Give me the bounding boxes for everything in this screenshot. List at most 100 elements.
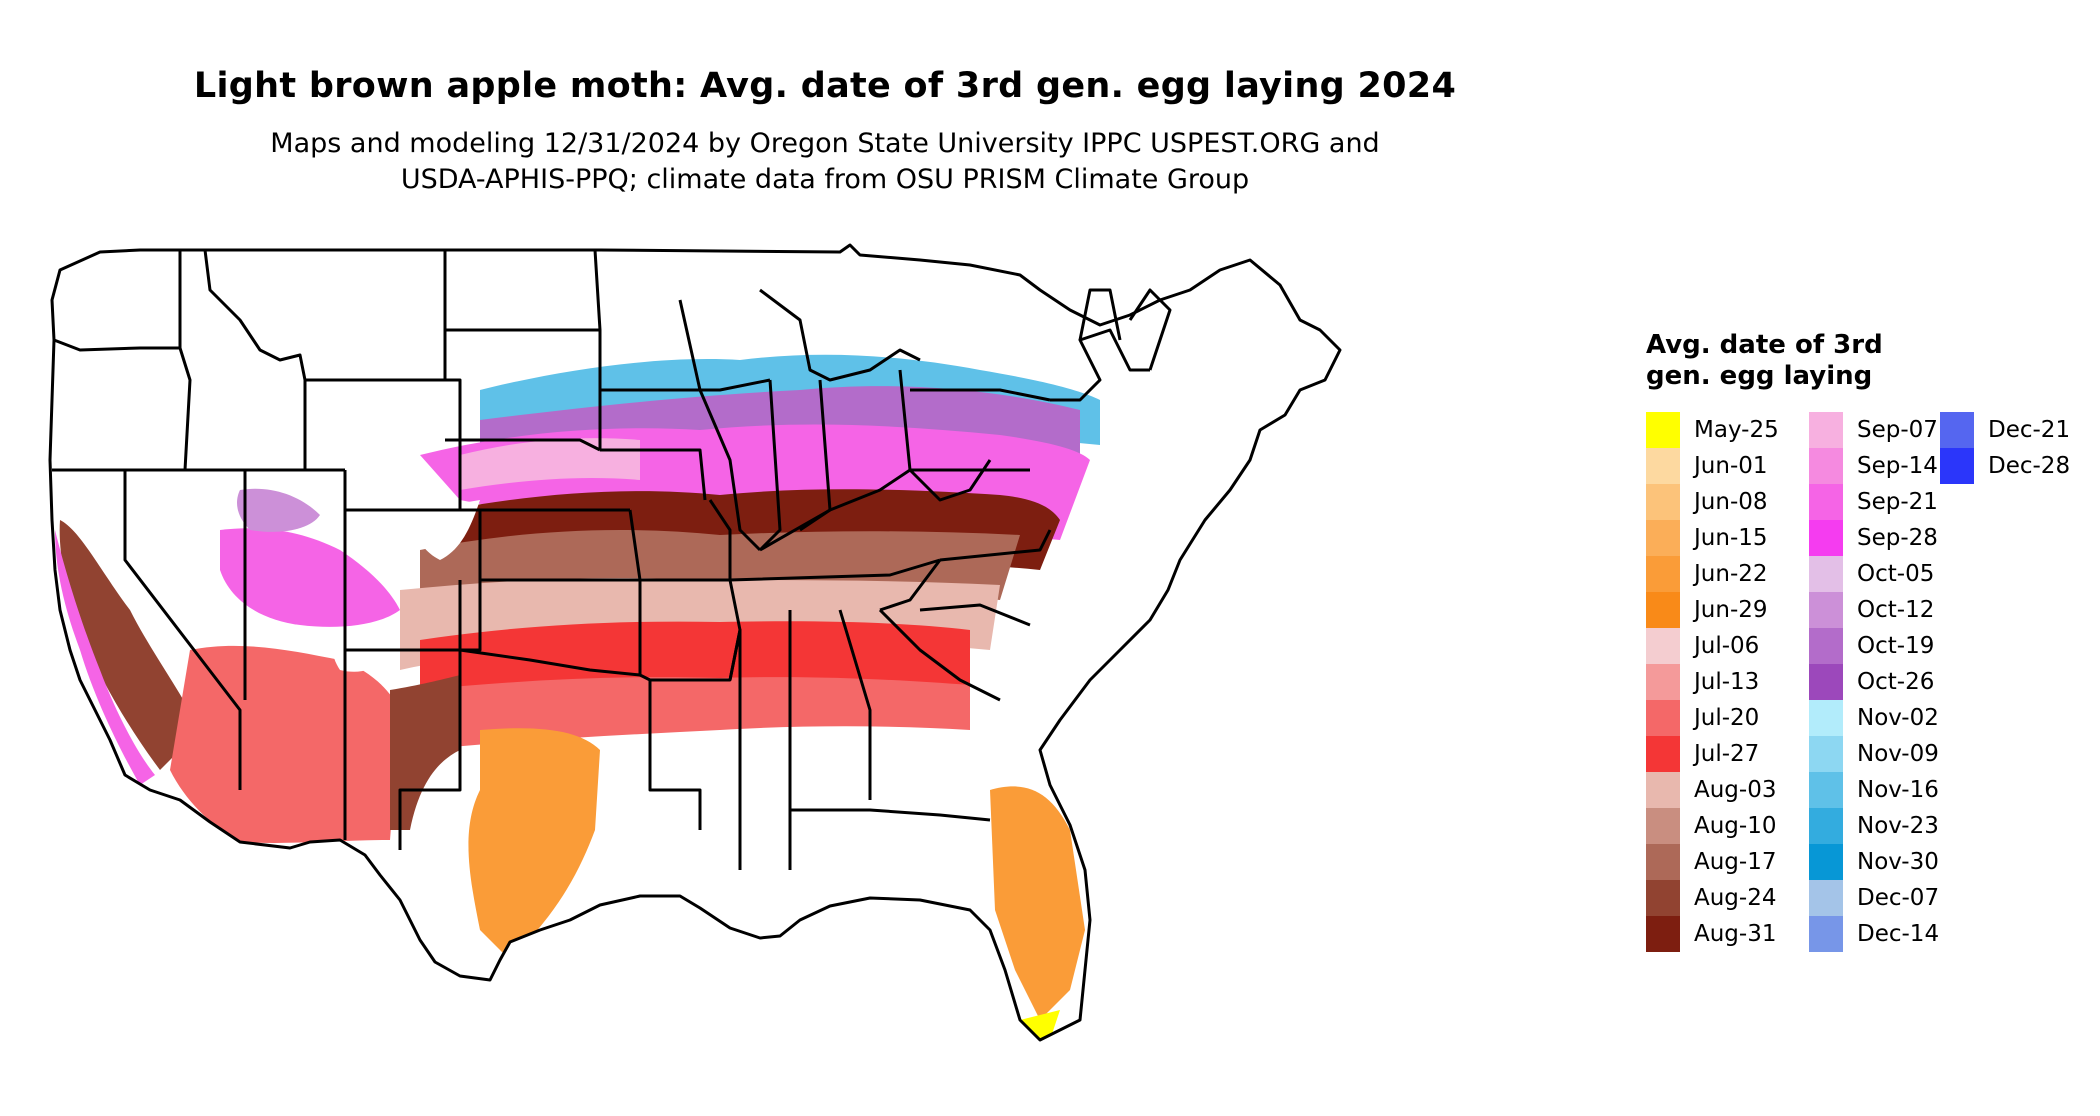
legend-swatch [1809,520,1843,556]
border-nm-east [398,650,462,850]
legend-label: Dec-14 [1857,921,1940,947]
legend-label: Oct-26 [1857,669,1935,695]
legend-swatch [1809,448,1843,484]
legend-swatch [1646,592,1680,628]
legend-label: Nov-30 [1857,849,1939,875]
legend-swatch [1646,448,1680,484]
legend-item: Jul-27 [1646,736,1759,772]
border-ar [638,579,742,682]
border-wi [678,299,771,392]
legend-item: Sep-14 [1809,448,1938,484]
legend-swatch [1646,736,1680,772]
map-subtitle: Maps and modeling 12/31/2024 by Oregon S… [0,126,1650,198]
legend-label: Jul-06 [1694,633,1760,659]
legend-label: Nov-23 [1857,813,1939,839]
legend-item: Sep-28 [1809,520,1938,556]
legend-item: Jun-22 [1646,556,1768,592]
legend-swatch [1646,808,1680,844]
legend-item: Nov-30 [1809,844,1939,880]
border-ia-mo [600,448,707,501]
border-va [939,529,1052,562]
border-gulf-south [790,808,991,822]
border-ca-nv [123,470,242,790]
legend-label: Jul-27 [1694,741,1760,767]
legend-item: Nov-02 [1809,700,1939,736]
border-oh-pa [898,369,912,471]
legend-item: Nov-16 [1809,772,1939,808]
border-nc-sc [919,603,1031,627]
legend-label: Jun-08 [1694,489,1768,515]
legend-label: Jun-22 [1694,561,1768,587]
legend-label: Nov-16 [1857,777,1939,803]
band-jun-fl [990,786,1085,1020]
legend-swatch [1809,844,1843,880]
border-mi [759,288,921,382]
border-il-in [758,379,782,552]
legend-swatch [1646,628,1680,664]
legend-label: Aug-24 [1694,885,1777,911]
legend-item: Nov-09 [1809,736,1939,772]
legend-label: Jun-01 [1694,453,1768,479]
legend-label: Aug-17 [1694,849,1777,875]
legend-items: May-25 Jun-01 Jun-08 Jun-15 Jun-22 Jun-29 Jul-… [1646,412,2086,952]
border-id-west [178,250,192,471]
legend-item: Aug-03 [1646,772,1776,808]
legend-swatch [1646,880,1680,916]
legend-label: Oct-19 [1857,633,1935,659]
map-title: Light brown apple moth: Avg. date of 3rd… [193,66,1457,106]
legend-swatch [1940,448,1974,484]
border-ok-tx [458,580,641,677]
legend-label: Jun-29 [1694,597,1768,623]
legend-swatch [1646,556,1680,592]
legend-item: Dec-28 [1940,448,2070,484]
legend-swatch [1809,700,1843,736]
legend-label: Dec-07 [1857,885,1940,911]
legend-swatch [1646,664,1680,700]
legend-item: Jun-01 [1646,448,1768,484]
legend-swatch [1646,484,1680,520]
border-wa-or [53,338,180,352]
border-wv [908,459,992,502]
legend-label: Sep-07 [1857,417,1938,443]
legend-item: Aug-24 [1646,880,1776,916]
legend-label: Aug-10 [1694,813,1777,839]
subtitle-line-2: USDA-APHIS-PPQ; climate data from OSU PR… [400,164,1250,195]
legend-label: Oct-12 [1857,597,1935,623]
legend-swatch [1646,520,1680,556]
legend: Avg. date of 3rd gen. egg laying May-25 J… [1646,330,2086,952]
legend-item: Dec-14 [1809,916,1939,952]
legend-title: Avg. date of 3rd gen. egg laying [1646,330,1883,391]
legend-label: Jul-20 [1694,705,1760,731]
legend-item: Aug-31 [1646,916,1776,952]
border-ky-tn [729,558,941,582]
us-outline [48,243,1342,1042]
legend-swatch [1940,412,1974,448]
legend-label: Aug-03 [1694,777,1777,803]
legend-swatch [1809,880,1843,916]
legend-item: Aug-17 [1646,844,1776,880]
border-ga-sc [878,608,1001,702]
legend-item: May-25 [1646,412,1779,448]
border-al-ga [838,609,872,800]
legend-label: Jun-15 [1694,525,1768,551]
legend-swatch [1646,772,1680,808]
legend-label: Sep-14 [1857,453,1938,479]
legend-label: Nov-02 [1857,705,1939,731]
legend-item: Oct-05 [1809,556,1934,592]
legend-item: Sep-07 [1809,412,1938,448]
legend-label: Dec-28 [1988,453,2071,479]
legend-label: Oct-05 [1857,561,1935,587]
legend-item: Oct-12 [1809,592,1934,628]
band-west-pink [220,528,400,627]
legend-label: Sep-28 [1857,525,1938,551]
legend-item: Nov-23 [1809,808,1939,844]
legend-item: Sep-21 [1809,484,1938,520]
legend-swatch [1809,592,1843,628]
legend-swatch [1809,484,1843,520]
border-ky-north [759,468,911,552]
legend-swatch [1646,916,1680,952]
legend-swatch [1809,556,1843,592]
legend-swatch [1809,664,1843,700]
legend-swatch [1646,700,1680,736]
legend-item: Oct-19 [1809,628,1934,664]
